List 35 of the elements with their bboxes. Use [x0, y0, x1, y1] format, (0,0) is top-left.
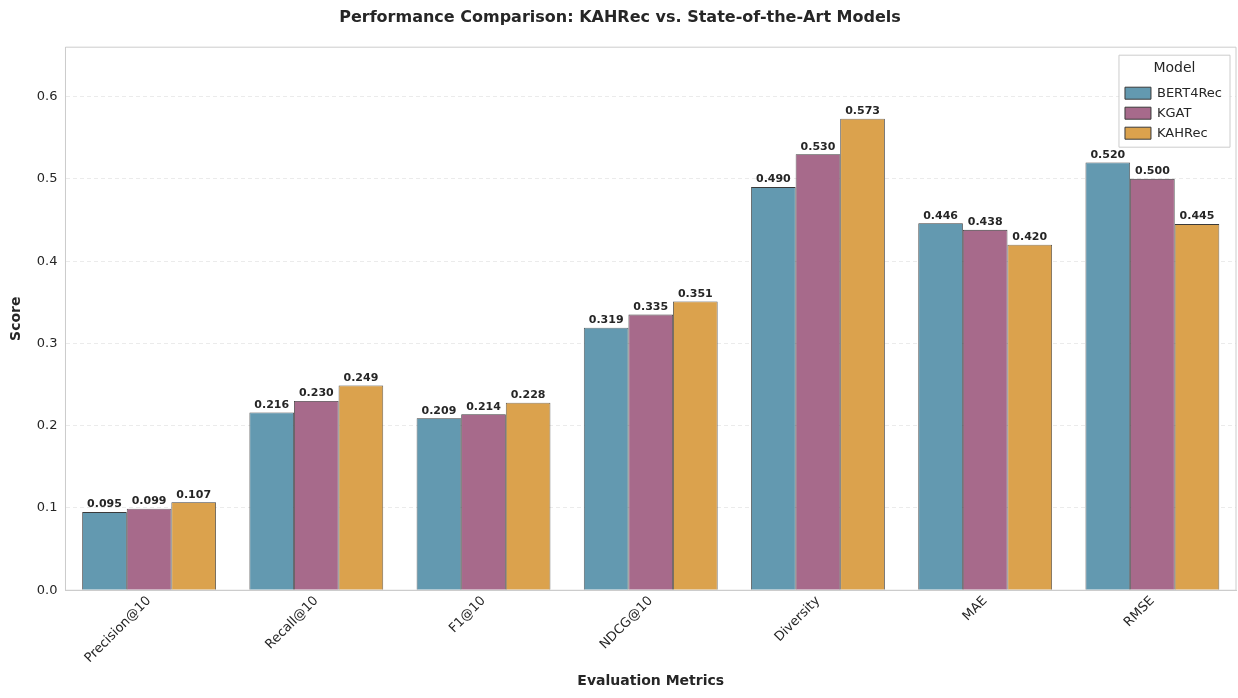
data-label: 0.228	[510, 388, 546, 402]
y-tick-label: 0.1	[36, 499, 58, 515]
data-label: 0.214	[466, 399, 502, 413]
data-label: 0.445	[1179, 209, 1215, 223]
y-axis-title: Score	[7, 296, 24, 341]
x-axis-title: Evaluation Metrics	[577, 672, 725, 689]
data-label: 0.573	[845, 104, 880, 118]
y-tick-label: 0.2	[36, 417, 58, 433]
data-label: 0.335	[633, 299, 669, 313]
chart-title: Performance Comparison: KAHRec vs. State-of-the-Art Models	[339, 6, 901, 26]
data-label: 0.230	[298, 386, 335, 400]
legend-label: KAHRec	[1156, 124, 1208, 140]
data-label: 0.530	[800, 139, 836, 153]
data-label: 0.420	[1012, 230, 1048, 244]
legend-title: Model	[1153, 58, 1196, 75]
data-label: 0.099	[131, 494, 167, 508]
y-tick-label: 0.0	[36, 581, 58, 597]
data-label: 0.095	[87, 497, 122, 511]
data-label: 0.107	[176, 487, 212, 501]
data-label: 0.319	[588, 313, 624, 327]
legend-label: BERT4Rec	[1156, 84, 1223, 100]
data-label: 0.500	[1134, 164, 1171, 178]
data-label: 0.249	[343, 370, 379, 384]
data-label: 0.216	[254, 397, 290, 411]
legend-label: KGAT	[1156, 104, 1192, 120]
data-label: 0.438	[967, 215, 1003, 229]
data-label: 0.209	[421, 403, 457, 417]
y-tick-label: 0.3	[36, 334, 58, 350]
y-tick-label: 0.6	[36, 87, 58, 103]
data-label: 0.351	[677, 286, 713, 300]
data-label: 0.446	[923, 208, 959, 222]
data-label: 0.520	[1090, 147, 1126, 161]
data-label: 0.490	[755, 172, 792, 186]
y-tick-label: 0.4	[36, 252, 58, 268]
y-tick-label: 0.5	[36, 170, 58, 186]
